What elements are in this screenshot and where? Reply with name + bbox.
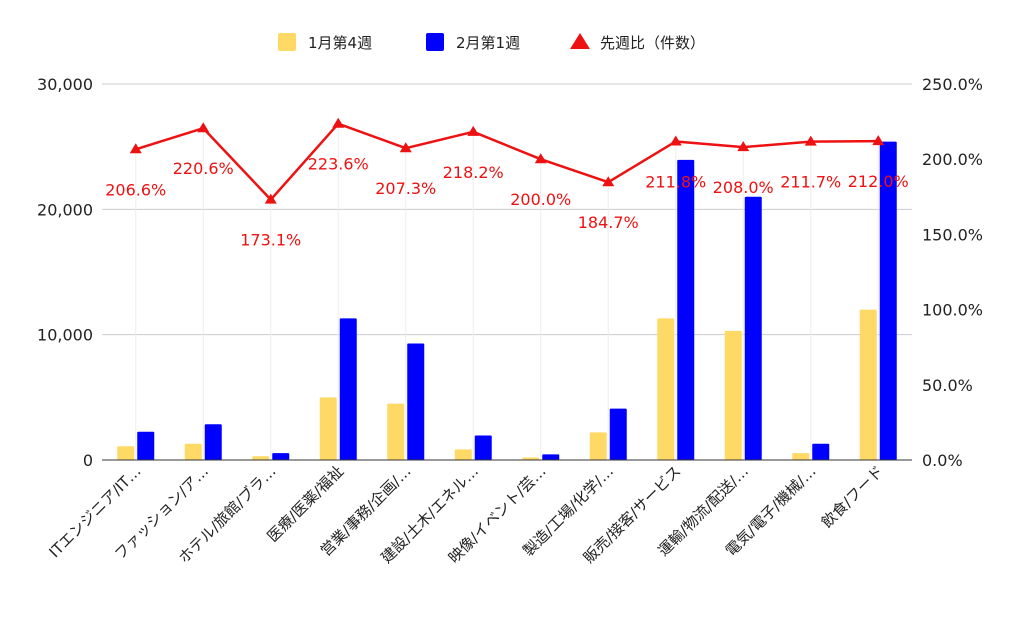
ratio-marker bbox=[872, 135, 885, 146]
bars bbox=[117, 141, 897, 461]
ratio-data-label: 200.0% bbox=[510, 190, 571, 209]
ratio-marker bbox=[804, 135, 817, 146]
bar-series-1 bbox=[184, 443, 202, 460]
y-left-tick-label: 30,000 bbox=[37, 75, 93, 94]
ratio-line bbox=[129, 117, 885, 204]
bar-series-2 bbox=[812, 443, 830, 460]
ratio-data-label: 206.6% bbox=[105, 180, 166, 199]
ratio-marker bbox=[669, 135, 682, 146]
bar-series-2 bbox=[609, 408, 627, 460]
legend-swatch-series-2 bbox=[426, 33, 444, 51]
bar-series-1 bbox=[387, 403, 405, 460]
legend-label-series-3: 先週比（件数） bbox=[600, 34, 705, 52]
bar-series-2 bbox=[272, 453, 290, 460]
ratio-data-label: 211.7% bbox=[780, 173, 841, 192]
legend-triangle-marker bbox=[570, 33, 590, 49]
ratio-data-label: 212.0% bbox=[848, 172, 909, 191]
ratio-marker bbox=[129, 143, 142, 154]
ratio-marker bbox=[602, 176, 615, 187]
y-left-tick-label: 20,000 bbox=[37, 200, 93, 219]
bar-series-2 bbox=[339, 318, 357, 460]
ratio-data-label: 207.3% bbox=[375, 179, 436, 198]
ratio-data-label: 218.2% bbox=[443, 163, 504, 182]
bar-series-2 bbox=[677, 159, 695, 460]
bar-series-1 bbox=[724, 330, 742, 460]
ratio-marker bbox=[197, 122, 210, 133]
ratio-data-label: 220.6% bbox=[173, 159, 234, 178]
y-right-tick-label: 0.0% bbox=[922, 451, 963, 470]
legend: 1月第4週 2月第1週 先週比（件数） bbox=[278, 33, 705, 52]
bar-series-1 bbox=[657, 318, 675, 460]
category-label: 飲食/フード bbox=[818, 462, 887, 531]
ratio-marker bbox=[332, 117, 345, 128]
legend-label-series-1: 1月第4週 bbox=[308, 34, 372, 52]
ratio-marker bbox=[534, 153, 547, 164]
bar-series-1 bbox=[859, 309, 877, 460]
category-labels: ITエンジニア/IT…ファッション/ア…ホテル/旅館/ブラ…医療/医薬/福祉営業… bbox=[45, 462, 887, 567]
ratio-marker bbox=[399, 142, 412, 153]
axes: 0 10,000 20,000 30,000 0.0% 50.0% 100.0% 150.0%… bbox=[37, 75, 983, 470]
y-left-tick-label: 10,000 bbox=[37, 326, 93, 345]
ratio-marker bbox=[264, 193, 277, 204]
ratio-data-label: 223.6% bbox=[308, 155, 369, 174]
gridlines bbox=[102, 83, 912, 460]
bar-series-2 bbox=[204, 424, 222, 460]
y-right-tick-label: 200.0% bbox=[922, 150, 983, 169]
bar-series-2 bbox=[744, 196, 762, 461]
y-right-tick-label: 100.0% bbox=[922, 301, 983, 320]
bar-series-2 bbox=[879, 141, 897, 461]
legend-label-series-2: 2月第1週 bbox=[456, 34, 520, 52]
bar-series-1 bbox=[454, 449, 472, 460]
y-left-tick-label: 0 bbox=[83, 451, 93, 470]
y-right-tick-label: 50.0% bbox=[922, 376, 973, 395]
ratio-data-label: 208.0% bbox=[713, 178, 774, 197]
bar-series-2 bbox=[137, 431, 155, 460]
y-right-tick-label: 150.0% bbox=[922, 225, 983, 244]
ratio-data-label: 184.7% bbox=[578, 213, 639, 232]
bar-series-2 bbox=[542, 454, 560, 460]
legend-swatch-series-1 bbox=[278, 33, 296, 51]
bar-series-1 bbox=[522, 457, 540, 460]
ratio-data-label: 211.8% bbox=[645, 172, 706, 191]
ratio-polyline bbox=[135, 122, 879, 201]
ratio-marker bbox=[467, 125, 480, 136]
bar-series-1 bbox=[252, 456, 270, 460]
bar-series-1 bbox=[319, 397, 337, 460]
y-right-tick-label: 250.0% bbox=[922, 75, 983, 94]
bar-series-1 bbox=[589, 432, 607, 460]
bar-series-2 bbox=[407, 343, 425, 460]
ratio-data-label: 173.1% bbox=[240, 231, 301, 250]
data-labels: 206.6% 220.6% 173.1% 223.6% 207.3% 218.2% 200.… bbox=[105, 155, 909, 250]
ratio-marker bbox=[737, 141, 750, 152]
bar-series-2 bbox=[474, 435, 492, 460]
bar-series-1 bbox=[117, 446, 135, 460]
bar-series-1 bbox=[792, 453, 810, 460]
